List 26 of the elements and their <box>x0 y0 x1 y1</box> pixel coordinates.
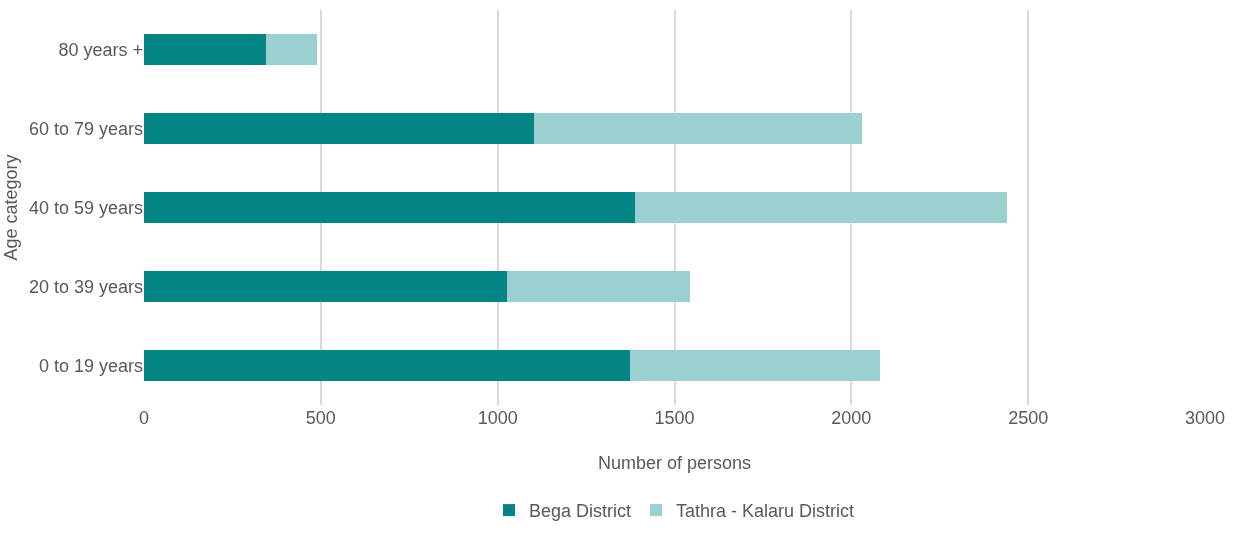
bar <box>506 270 691 303</box>
legend-label: Bega District <box>529 501 632 522</box>
y-tick-label: 60 to 79 years <box>28 118 143 139</box>
x-tick-label: 0 <box>138 408 150 428</box>
bar <box>266 33 317 66</box>
x-tick-label: 500 <box>305 408 336 428</box>
x-tick-label: 2000 <box>831 408 872 428</box>
y-tick-label: 0 to 19 years <box>38 355 143 376</box>
y-tick-label: 80 years + <box>58 39 143 60</box>
bar <box>144 349 630 382</box>
bar <box>144 33 267 66</box>
bar <box>144 191 636 224</box>
x-axis-title: Number of persons <box>597 453 752 473</box>
y-tick-label: 40 to 59 years <box>28 197 143 218</box>
x-tick-label: 2500 <box>1008 408 1049 428</box>
y-axis-title: Age category <box>1 154 22 261</box>
x-tick-label: 3000 <box>1184 408 1226 428</box>
bar <box>144 270 507 303</box>
bar <box>629 349 881 382</box>
x-tick-label: 1500 <box>654 408 695 428</box>
y-tick-label: 20 to 39 years <box>28 276 143 297</box>
bar <box>144 112 535 145</box>
bar <box>534 112 863 145</box>
bar <box>635 191 1007 224</box>
x-tick-label: 1000 <box>477 408 518 428</box>
legend-label: Tathra - Kalaru District <box>676 501 855 522</box>
